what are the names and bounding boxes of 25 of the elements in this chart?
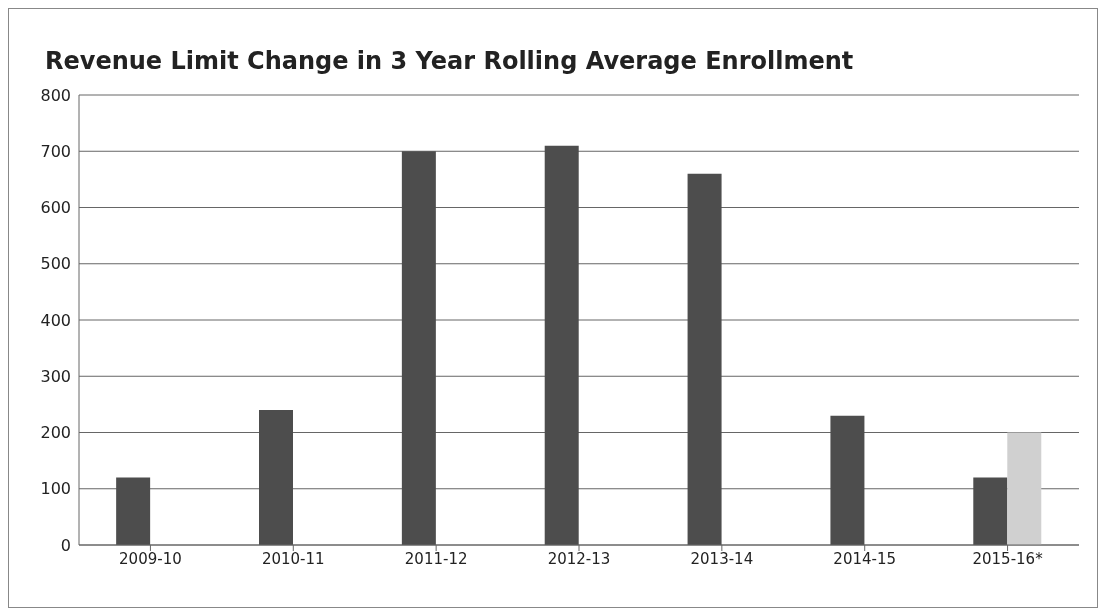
- y-tick-label: 0: [60, 535, 71, 555]
- bar: [401, 151, 436, 545]
- y-tick-label: 100: [40, 479, 71, 499]
- y-tick-label: 200: [40, 423, 71, 443]
- x-tick-label: 2012-13: [547, 549, 611, 568]
- x-tick-label: 2009-10: [119, 549, 182, 568]
- chart-title: Revenue Limit Change in 3 Year Rolling Average Enrollment: [44, 46, 855, 75]
- bar: [830, 415, 865, 545]
- y-tick-label: 700: [40, 141, 71, 161]
- x-tick-label: 2010-11: [261, 549, 325, 568]
- bar: [259, 410, 293, 545]
- x-tick-label: 2013-14: [690, 549, 754, 568]
- y-tick-label: 300: [40, 366, 71, 386]
- y-tick-label: 800: [40, 85, 71, 105]
- bar: [116, 477, 151, 545]
- y-tick-label: 500: [40, 254, 71, 274]
- bar: [687, 173, 722, 545]
- y-tick-label: 400: [40, 310, 71, 330]
- x-tick-label: 2011-12: [404, 549, 468, 568]
- x-tick-label: 2015-16*: [972, 549, 1044, 568]
- bar: [1007, 432, 1042, 545]
- y-tick-label: 600: [40, 198, 71, 218]
- x-tick-label: 2014-15: [833, 549, 897, 568]
- bar: [973, 477, 1008, 545]
- bar: [544, 145, 579, 545]
